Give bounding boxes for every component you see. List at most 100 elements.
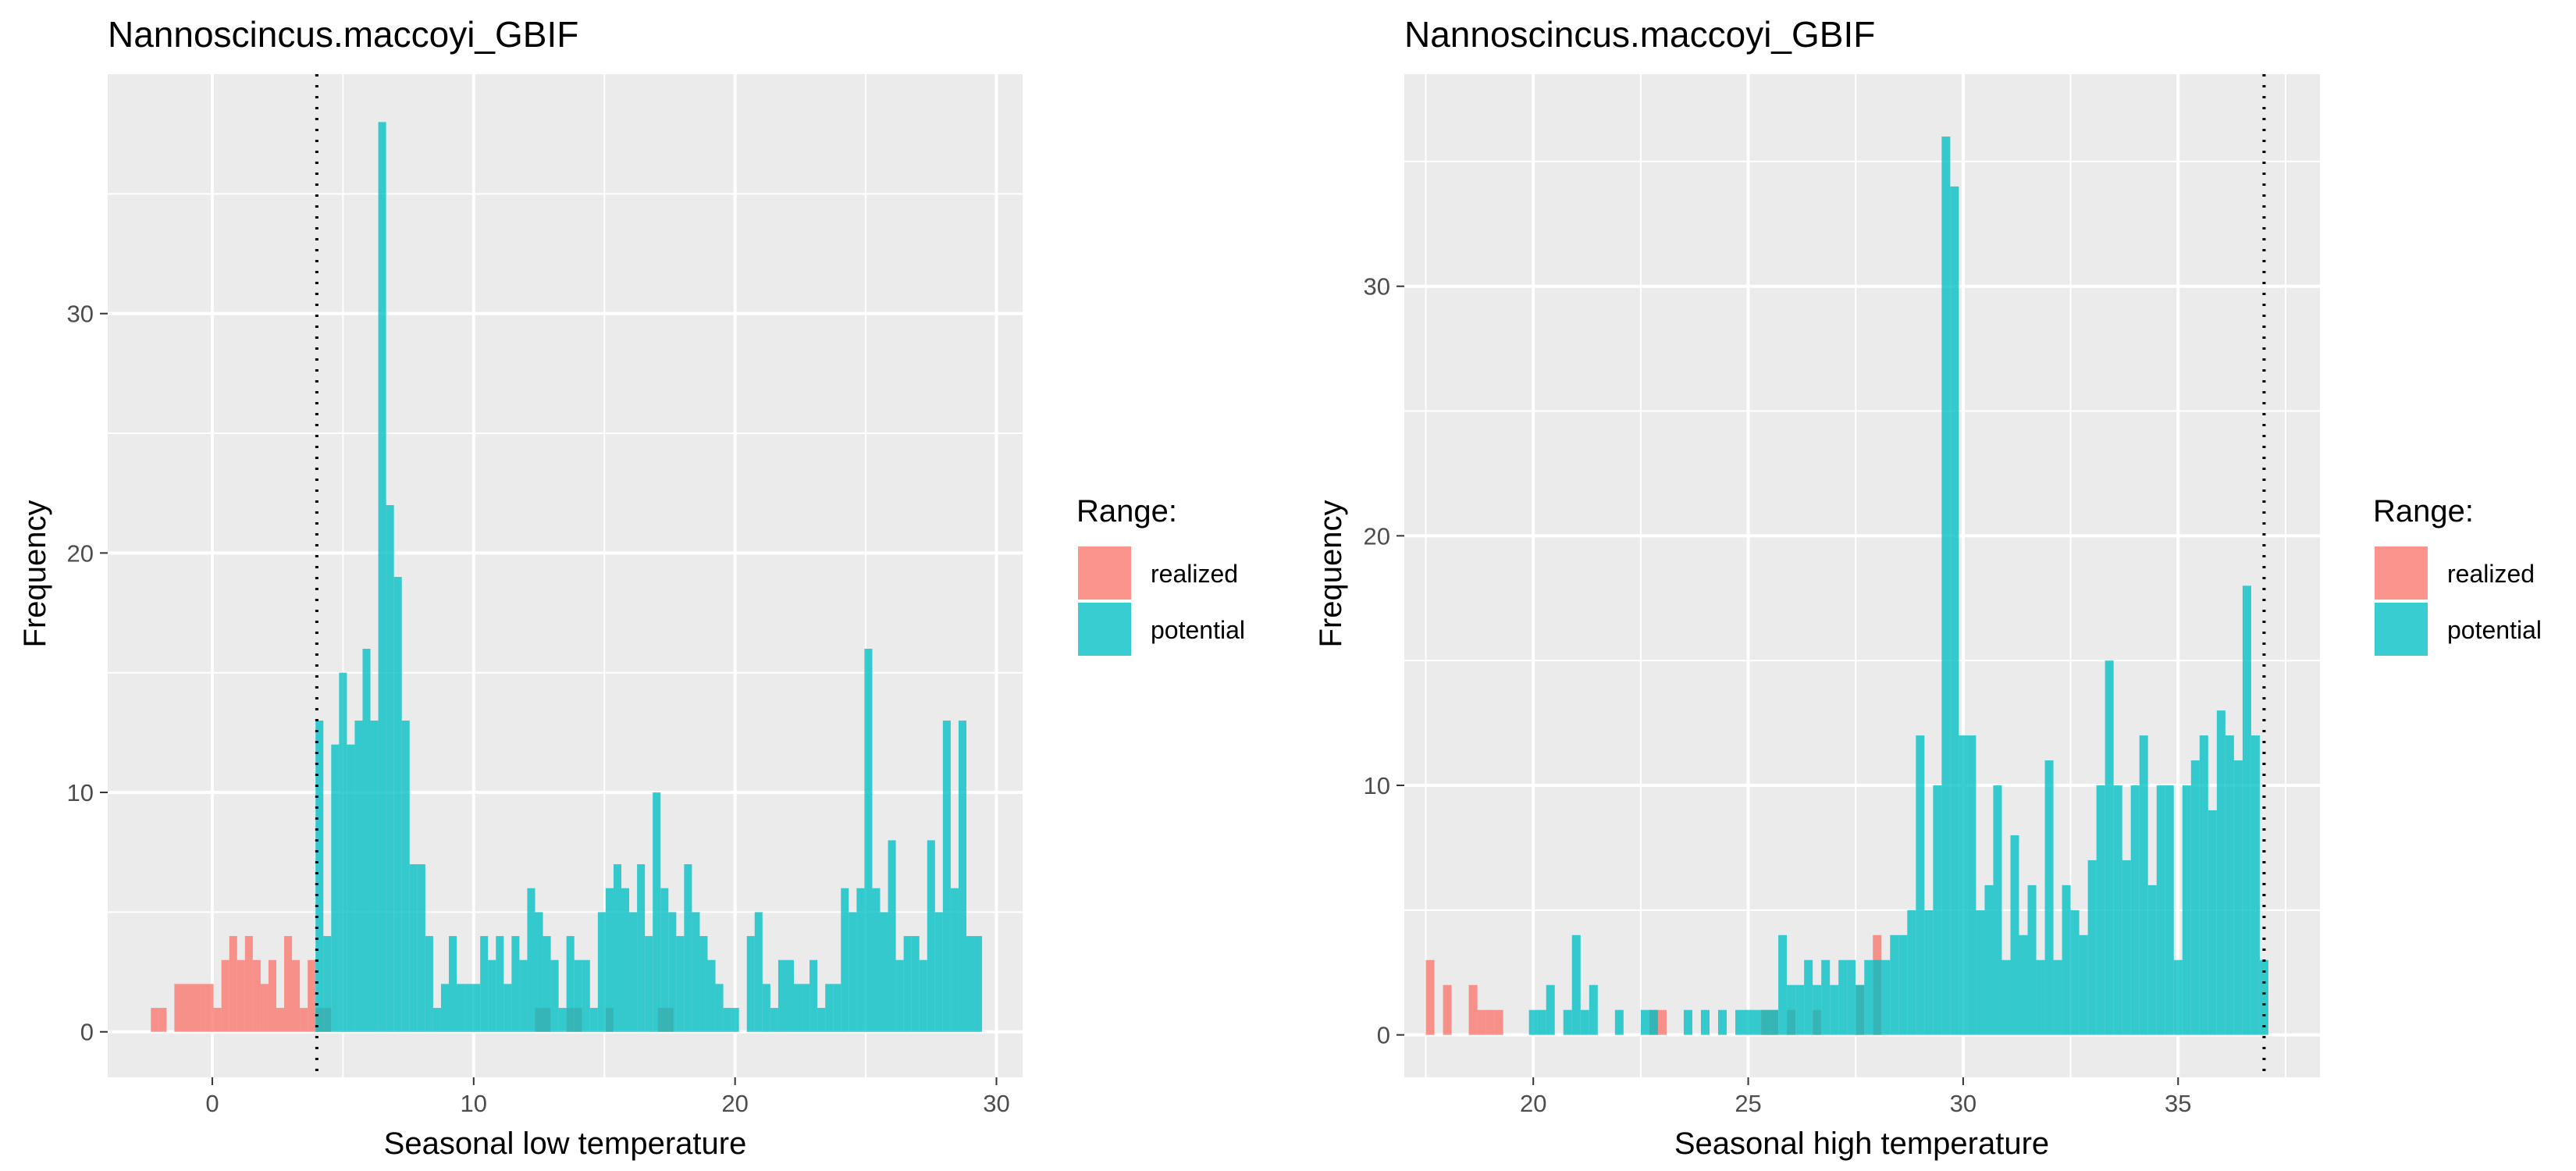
bar-potential <box>448 936 457 1032</box>
bar-potential <box>386 505 394 1032</box>
bar-potential <box>1752 1009 1762 1035</box>
histogram-bars <box>151 122 983 1032</box>
bar-potential <box>1873 959 1882 1035</box>
bar-potential <box>2044 760 2054 1035</box>
bar-potential <box>480 936 489 1032</box>
bar-potential <box>2139 735 2148 1035</box>
bar-potential <box>754 912 763 1032</box>
y-tick-label: 10 <box>1364 772 1390 799</box>
bar-potential <box>519 959 528 1032</box>
bar-potential <box>942 721 951 1032</box>
bar-potential <box>2019 934 2028 1035</box>
bar-realized <box>244 936 253 1032</box>
bar-potential <box>543 936 551 1032</box>
bar-potential <box>1864 959 1873 1035</box>
bar-potential <box>676 936 685 1032</box>
bar-potential <box>888 840 896 1032</box>
bar-realized <box>190 984 198 1032</box>
bar-potential <box>934 912 943 1032</box>
bar-potential <box>2216 710 2226 1035</box>
x-axis-label: Seasonal low temperature <box>384 1127 747 1161</box>
bar-potential <box>1881 959 1891 1035</box>
bar-potential <box>833 984 841 1032</box>
bar-realized <box>1485 1009 1495 1035</box>
bar-potential <box>762 984 770 1032</box>
bar-potential <box>660 888 669 1032</box>
legend: Range: realized potential <box>1076 494 1245 656</box>
legend-label-potential: potential <box>2447 616 2542 644</box>
y-tick-labels: 0 10 20 30 <box>1364 273 1404 1049</box>
bar-potential <box>817 1008 826 1032</box>
bar-potential <box>432 1008 441 1032</box>
bar-potential <box>1856 984 1865 1035</box>
y-tick-label: 0 <box>1377 1022 1390 1049</box>
bar-potential <box>378 122 386 1032</box>
bar-potential <box>1993 785 2002 1035</box>
bar-potential <box>2190 760 2200 1035</box>
bar-realized <box>205 984 214 1032</box>
bar-potential <box>856 888 865 1032</box>
bar-potential <box>2053 959 2062 1035</box>
bar-potential <box>770 1008 778 1032</box>
bar-realized <box>197 984 206 1032</box>
bar-potential <box>2096 785 2105 1035</box>
bar-potential <box>425 936 433 1032</box>
bar-potential <box>370 721 379 1032</box>
bar-potential <box>488 959 496 1032</box>
bar-potential <box>1950 186 1959 1035</box>
bar-potential <box>2250 735 2260 1035</box>
bar-realized <box>213 1008 222 1032</box>
legend-key-realized <box>1078 546 1131 600</box>
x-axis-label: Seasonal high temperature <box>1674 1127 2049 1161</box>
bar-potential <box>864 649 873 1032</box>
bar-potential <box>653 792 661 1032</box>
y-tick-label: 20 <box>1364 522 1390 550</box>
x-tick-label: 30 <box>1950 1090 1976 1117</box>
bar-potential <box>1813 984 1822 1035</box>
bar-potential <box>629 912 638 1032</box>
bar-realized <box>284 936 293 1032</box>
bar-potential <box>1795 984 1805 1035</box>
bar-potential <box>1821 959 1831 1035</box>
bar-potential <box>825 984 834 1032</box>
legend-title: Range: <box>1076 494 1177 529</box>
bar-potential <box>2225 735 2234 1035</box>
y-tick-label: 20 <box>67 539 94 567</box>
legend-title: Range: <box>2373 494 2474 529</box>
bar-potential <box>457 984 465 1032</box>
chart-title: Nannoscincus.maccoyi_GBIF <box>1404 14 1875 55</box>
bar-realized <box>1468 984 1478 1035</box>
bar-potential <box>2156 785 2165 1035</box>
y-axis-label: Frequency <box>18 500 52 648</box>
x-tick-label: 35 <box>2165 1090 2191 1117</box>
legend: Range: realized potential <box>2373 494 2542 656</box>
bar-potential <box>1683 1009 1692 1035</box>
bar-potential <box>849 912 857 1032</box>
bar-realized <box>229 936 237 1032</box>
bar-realized <box>174 984 183 1032</box>
bar-potential <box>527 888 535 1032</box>
bar-potential <box>785 959 794 1032</box>
bar-potential <box>1718 1009 1727 1035</box>
bar-realized <box>276 1008 285 1032</box>
bar-potential <box>802 984 810 1032</box>
x-tick-label: 20 <box>721 1090 748 1117</box>
bar-potential <box>707 959 716 1032</box>
bar-realized <box>221 959 229 1032</box>
bar-potential <box>535 912 543 1032</box>
bar-potential <box>927 840 935 1032</box>
bar-potential <box>2079 934 2088 1035</box>
bar-potential <box>1735 1009 1745 1035</box>
bar-potential <box>417 864 425 1032</box>
bar-potential <box>409 864 418 1032</box>
bar-potential <box>550 959 559 1032</box>
bar-potential <box>794 984 802 1032</box>
y-tick-label: 30 <box>1364 273 1390 301</box>
bar-potential <box>1933 785 1942 1035</box>
bar-potential <box>2182 785 2191 1035</box>
bar-potential <box>401 721 410 1032</box>
bar-potential <box>903 936 912 1032</box>
bar-potential <box>2173 959 2183 1035</box>
bar-realized <box>1477 1009 1486 1035</box>
